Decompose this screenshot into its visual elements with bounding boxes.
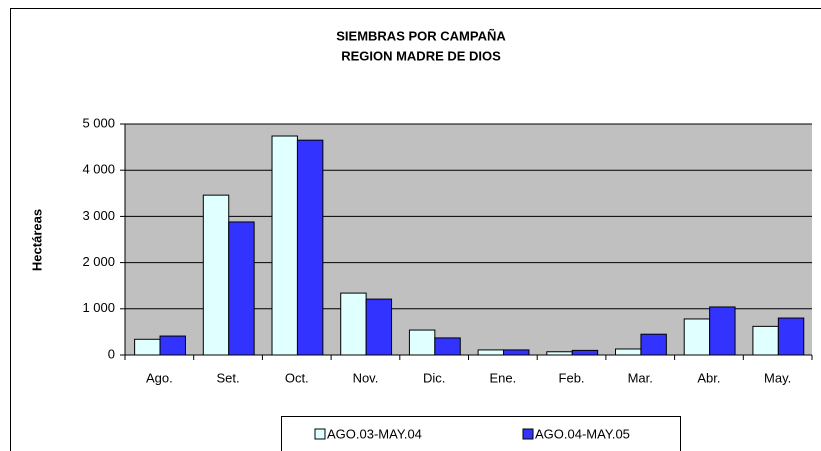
x-tick-label: Dic.: [423, 370, 445, 385]
bar: [134, 338, 161, 356]
bar: [202, 194, 230, 356]
chart-subtitle: REGION MADRE DE DIOS: [341, 48, 501, 63]
x-tick-label: Set.: [216, 370, 239, 385]
x-tick-label: Ene.: [489, 370, 516, 385]
chart-title: SIEMBRAS POR CAMPAÑA: [336, 28, 506, 43]
bar: [709, 306, 736, 356]
x-tick-label: Oct.: [285, 370, 309, 385]
legend-swatch: [314, 428, 326, 440]
x-tick-label: Abr.: [697, 370, 720, 385]
y-tick-label: 2 000: [82, 254, 115, 269]
bar: [752, 325, 779, 356]
bar: [365, 298, 393, 356]
legend-label: AGO.03-MAY.04: [327, 426, 422, 441]
bar: [683, 318, 711, 356]
x-tick-label: Ago.: [146, 370, 173, 385]
bar: [615, 348, 642, 356]
y-tick-label: 4 000: [82, 162, 115, 177]
bar: [777, 317, 805, 356]
bar: [503, 349, 530, 356]
legend-swatch: [522, 428, 534, 440]
bar: [159, 335, 186, 356]
y-tick-label: 1 000: [82, 300, 115, 315]
x-tick-label: May.: [764, 370, 791, 385]
bar: [477, 349, 505, 356]
y-tick-label: 5 000: [82, 115, 115, 130]
bar: [640, 333, 667, 356]
legend-box: [281, 416, 681, 451]
x-tick-label: Feb.: [559, 370, 585, 385]
legend-label: AGO.04-MAY.05: [535, 426, 630, 441]
y-tick-label: 3 000: [82, 208, 115, 223]
chart-border: [10, 8, 821, 451]
x-tick-label: Mar.: [628, 370, 653, 385]
bar: [271, 135, 298, 356]
y-axis-label: Hectáreas: [29, 209, 44, 271]
bar: [296, 139, 324, 356]
bar: [571, 349, 599, 356]
bar: [434, 337, 461, 356]
x-tick-label: Nov.: [353, 370, 379, 385]
bar: [340, 292, 367, 356]
bar: [228, 221, 255, 356]
bar: [408, 329, 436, 356]
y-tick-label: 0: [108, 346, 115, 361]
